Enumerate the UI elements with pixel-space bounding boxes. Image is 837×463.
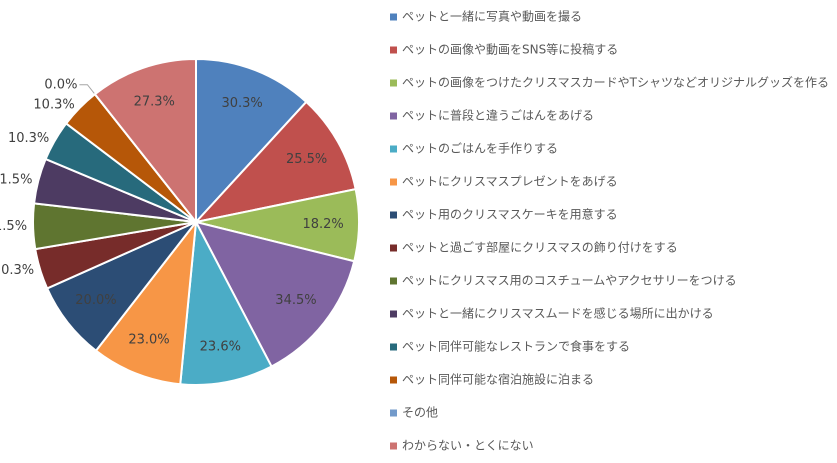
legend-swatch <box>390 13 397 21</box>
data-label: 34.5% <box>275 293 316 308</box>
legend-label: ペットと一緒にクリスマスムードを感じる場所に出かける <box>402 306 714 321</box>
pie-slice <box>179 218 273 386</box>
pie-slice <box>94 218 198 386</box>
pie-slice <box>195 57 308 225</box>
data-label: 11.5% <box>0 219 27 234</box>
legend-swatch <box>390 244 397 252</box>
legend-label: ペットの画像をつけたクリスマスカードやTシャツなどオリジナルグッズを作る <box>402 75 829 90</box>
data-label: 10.3% <box>33 98 74 113</box>
legend-swatch <box>390 46 397 54</box>
legend-label: ペットにクリスマスプレゼントをあげる <box>402 175 618 189</box>
legend-swatch <box>390 145 397 153</box>
legend-swatch <box>390 211 397 219</box>
legend-label: ペットのごはんを手作りする <box>402 141 558 156</box>
legend-label: ペット同伴可能なレストランで食事をする <box>402 339 630 354</box>
leader-line <box>79 84 96 95</box>
data-label: 10.3% <box>0 263 34 278</box>
data-label: 23.0% <box>128 333 169 348</box>
legend-label: ペット同伴可能な宿泊施設に泊まる <box>402 372 594 387</box>
legend-swatch <box>390 376 397 384</box>
data-label: 27.3% <box>134 94 175 109</box>
data-label: 25.5% <box>286 152 327 167</box>
legend-swatch <box>390 79 397 87</box>
legend-label: ペットと一緒に写真や動画を撮る <box>402 9 582 24</box>
legend-swatch <box>390 409 397 417</box>
legend-swatch <box>390 310 397 318</box>
pie-slice <box>194 220 356 368</box>
data-label: 20.0% <box>75 293 116 308</box>
legend-label: その他 <box>402 406 438 420</box>
legend-swatch <box>390 112 397 120</box>
data-label: 10.3% <box>8 131 49 146</box>
data-label: 23.6% <box>200 339 241 354</box>
data-label: 18.2% <box>302 217 343 232</box>
legend-swatch <box>390 442 397 450</box>
pie-slice <box>93 57 197 225</box>
data-label: 30.3% <box>221 96 262 111</box>
legend-label: ペット用のクリスマスケーキを用意する <box>402 207 618 222</box>
legend-swatch <box>390 178 397 186</box>
data-label: 11.5% <box>0 172 32 187</box>
legend-label: ペットに普段と違うごはんをあげる <box>402 108 594 123</box>
pie-slice <box>193 100 357 224</box>
legend-swatch <box>390 277 397 285</box>
data-label: 0.0% <box>44 77 77 92</box>
legend-label: ペットにクリスマス用のコスチュームやアクセサリーをつける <box>402 274 737 288</box>
legend-label: ペットの画像や動画をSNS等に投稿する <box>402 42 618 57</box>
legend-label: ペットと過ごす部屋にクリスマスの飾り付けをする <box>402 240 678 255</box>
legend-swatch <box>390 343 397 351</box>
legend-label: わからない・とくにない <box>402 439 534 453</box>
